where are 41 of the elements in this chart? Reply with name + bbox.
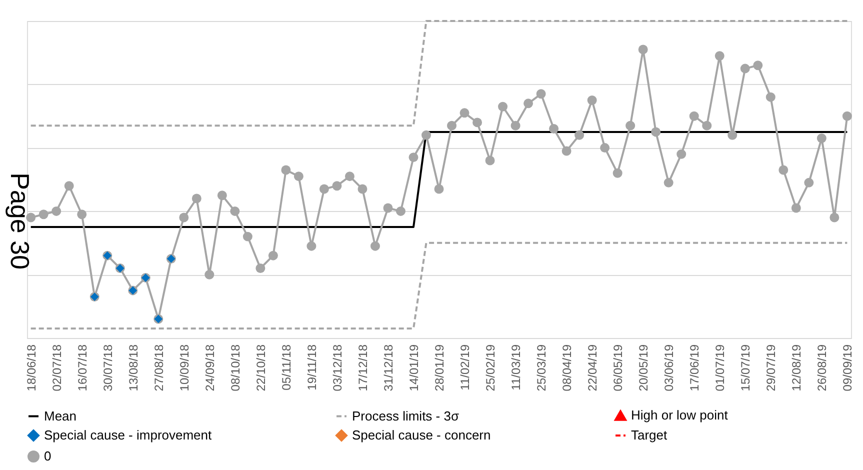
x-tick-label: 12/08/19 xyxy=(790,344,804,392)
x-tick-label: 27/08/18 xyxy=(152,344,166,392)
x-tick-label: 26/08/19 xyxy=(815,344,830,392)
x-tick-label: 08/10/18 xyxy=(228,344,242,392)
x-tick-label: 24/09/18 xyxy=(202,344,217,392)
x-tick-label: 03/12/18 xyxy=(330,344,344,392)
x-tick-label: 28/01/19 xyxy=(432,344,446,392)
x-tick-label: 10/09/18 xyxy=(177,344,192,392)
x-tick-label: 30/07/18 xyxy=(100,344,115,392)
x-tick-label: 06/05/19 xyxy=(611,344,626,392)
annotation: Page 30 xyxy=(5,172,35,270)
x-tick-label: 22/04/19 xyxy=(586,344,600,392)
legend-label: Special cause - improvement xyxy=(44,428,212,442)
x-tick-label: 02/07/18 xyxy=(50,344,64,392)
x-tick-label: 14/01/19 xyxy=(406,344,421,392)
x-tick-label: 17/12/18 xyxy=(356,344,370,392)
x-tick-label: 15/07/19 xyxy=(738,344,753,392)
x-tick-label: 31/12/18 xyxy=(381,344,396,392)
legend-label: High or low point xyxy=(631,408,728,423)
legend-label: Process limits - 3σ xyxy=(352,408,459,424)
x-tick-label: 13/08/18 xyxy=(126,344,140,392)
x-tick-label: 25/03/19 xyxy=(534,344,549,392)
legend-label: Target xyxy=(631,428,668,442)
legend-label: Special cause - concern xyxy=(352,428,491,442)
x-tick-label: 03/06/19 xyxy=(662,344,676,392)
x-tick-label: 29/07/19 xyxy=(764,344,778,392)
legend-label: 0 xyxy=(44,448,52,464)
x-tick-label: 25/02/19 xyxy=(484,344,498,392)
x-tick-label: 18/06/18 xyxy=(24,344,38,392)
x-tick-label: 11/02/19 xyxy=(458,344,472,390)
x-tick-label: 20/05/19 xyxy=(636,344,651,392)
legend-label: Mean xyxy=(44,408,77,424)
x-tick-label: 01/07/19 xyxy=(713,344,728,392)
x-tick-label: 08/04/19 xyxy=(560,344,574,392)
x-tick-label: 09/09/19 xyxy=(840,344,855,392)
x-tick-label: 05/11/18 xyxy=(279,344,294,390)
x-tick-label: 11/03/19 xyxy=(509,344,524,390)
x-tick-label: 16/07/18 xyxy=(75,344,90,392)
x-tick-label: 19/11/18 xyxy=(304,344,319,390)
x-tick-label: 17/06/19 xyxy=(688,344,702,392)
x-tick-label: 22/10/18 xyxy=(254,344,268,392)
